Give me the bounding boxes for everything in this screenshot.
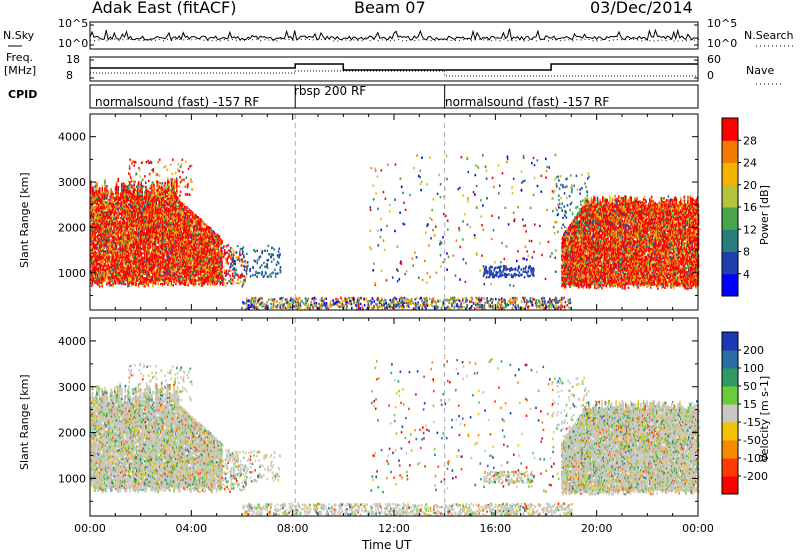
cpid-segment-1: normalsound (fast) -157 RF bbox=[95, 95, 259, 109]
x-tick-label: 04:00 bbox=[175, 522, 207, 535]
x-tick-label: 12:00 bbox=[378, 522, 410, 535]
nave-label: Nave bbox=[746, 64, 774, 77]
nsky-tick-high: 10^5 bbox=[58, 17, 88, 30]
velocity-colorbar-swatch bbox=[722, 422, 738, 441]
power-colorbar-swatch bbox=[722, 140, 738, 163]
plot-title: Adak East (fitACF) bbox=[92, 0, 236, 17]
velocity-colorbar-frame bbox=[721, 331, 739, 495]
velocity-colorbar-tick-label: -100 bbox=[743, 452, 768, 465]
velocity-colorbar-swatch bbox=[722, 458, 738, 477]
x-tick-label: 20:00 bbox=[581, 522, 613, 535]
velocity-colorbar-swatch bbox=[722, 368, 738, 387]
power-colorbar-tick-label: 28 bbox=[743, 134, 757, 147]
power-colorbar-tick-label: 12 bbox=[743, 223, 757, 236]
date-label: 03/Dec/2014 bbox=[590, 0, 693, 17]
velocity-colorbar-tick-label: -15 bbox=[743, 416, 761, 429]
power-colorbar-swatch bbox=[722, 207, 738, 230]
power-ytick-label: 3000 bbox=[58, 176, 86, 189]
velocity-ytick-label: 2000 bbox=[58, 427, 86, 440]
velocity-colorbar-tick-label: -200 bbox=[743, 470, 768, 483]
velocity-colorbar-swatch bbox=[722, 404, 738, 423]
velocity-data-cells bbox=[90, 358, 700, 517]
power-colorbar-swatch bbox=[722, 273, 738, 297]
velocity-ytick-label: 3000 bbox=[58, 381, 86, 394]
velocity-colorbar-swatch bbox=[722, 386, 738, 405]
nave-tick-low: 0 bbox=[707, 69, 714, 82]
power-data-cells bbox=[90, 153, 700, 311]
power-colorbar-tick-label: 20 bbox=[743, 179, 757, 192]
power-colorbar-tick-label: 8 bbox=[743, 246, 750, 259]
power-colorbar-swatch bbox=[722, 162, 738, 186]
nsky-label: N.Sky bbox=[3, 29, 34, 42]
power-ytick-label: 2000 bbox=[58, 221, 86, 234]
nave-tick-high: 60 bbox=[707, 53, 721, 66]
cpid-segment-3: normalsound (fast) -157 RF bbox=[445, 95, 609, 109]
freq-label: Freq. bbox=[6, 51, 33, 64]
power-colorbar-swatch bbox=[722, 118, 738, 141]
velocity-colorbar-swatch bbox=[722, 350, 738, 369]
freq-tick-high: 18 bbox=[66, 53, 80, 66]
velocity-colorbar-tick-label: 200 bbox=[743, 344, 764, 357]
x-tick-label: 00:00 bbox=[682, 522, 714, 535]
sky-noise-line bbox=[89, 28, 699, 42]
nave-line bbox=[90, 70, 698, 77]
velocity-colorbar-tick-label: 50 bbox=[743, 380, 757, 393]
velocity-colorbar-swatch bbox=[722, 440, 738, 459]
noise-panel-frame bbox=[89, 21, 699, 50]
x-tick-label: 08:00 bbox=[277, 522, 309, 535]
beam-label: Beam 07 bbox=[354, 0, 426, 17]
velocity-colorbar-tick-label: 100 bbox=[743, 362, 764, 375]
cpid-panel-frame bbox=[89, 84, 699, 109]
frequency-line bbox=[90, 63, 698, 71]
freq-tick-low: 8 bbox=[66, 69, 73, 82]
power-colorbar-swatch bbox=[722, 229, 738, 252]
nsky-tick-low: 10^0 bbox=[58, 37, 88, 50]
x-tick-label: 00:00 bbox=[74, 522, 106, 535]
x-tick-label: 16:00 bbox=[479, 522, 511, 535]
freq-unit-label: [MHz] bbox=[4, 64, 36, 77]
cpid-label: CPID bbox=[8, 88, 37, 101]
cpid-segment-2: rbsp 200 RF bbox=[294, 84, 366, 98]
velocity-colorbar-tick-label: -50 bbox=[743, 434, 761, 447]
velocity-colorbar-swatch bbox=[722, 476, 738, 495]
velocity-ytick-label: 1000 bbox=[58, 472, 86, 485]
nsearch-tick-high: 10^5 bbox=[707, 17, 737, 30]
x-axis-label: Time UT bbox=[362, 538, 411, 552]
velocity-colorbar-tick-label: 15 bbox=[743, 398, 757, 411]
power-ytick-label: 1000 bbox=[58, 267, 86, 280]
velocity-ytick-label: 4000 bbox=[58, 335, 86, 348]
nsearch-tick-low: 10^0 bbox=[707, 37, 737, 50]
velocity-colorbar-swatch bbox=[722, 332, 738, 351]
power-colorbar-tick-label: 4 bbox=[743, 268, 750, 281]
power-colorbar-swatch bbox=[722, 251, 738, 275]
power-colorbar-swatch bbox=[722, 184, 738, 208]
power-colorbar-tick-label: 16 bbox=[743, 201, 757, 214]
nsearch-label: N.Search bbox=[744, 29, 794, 42]
power-colorbar-tick-label: 24 bbox=[743, 157, 757, 170]
search-noise-line bbox=[90, 38, 699, 42]
freq-panel-frame bbox=[89, 56, 699, 82]
power-ytick-label: 4000 bbox=[58, 131, 86, 144]
